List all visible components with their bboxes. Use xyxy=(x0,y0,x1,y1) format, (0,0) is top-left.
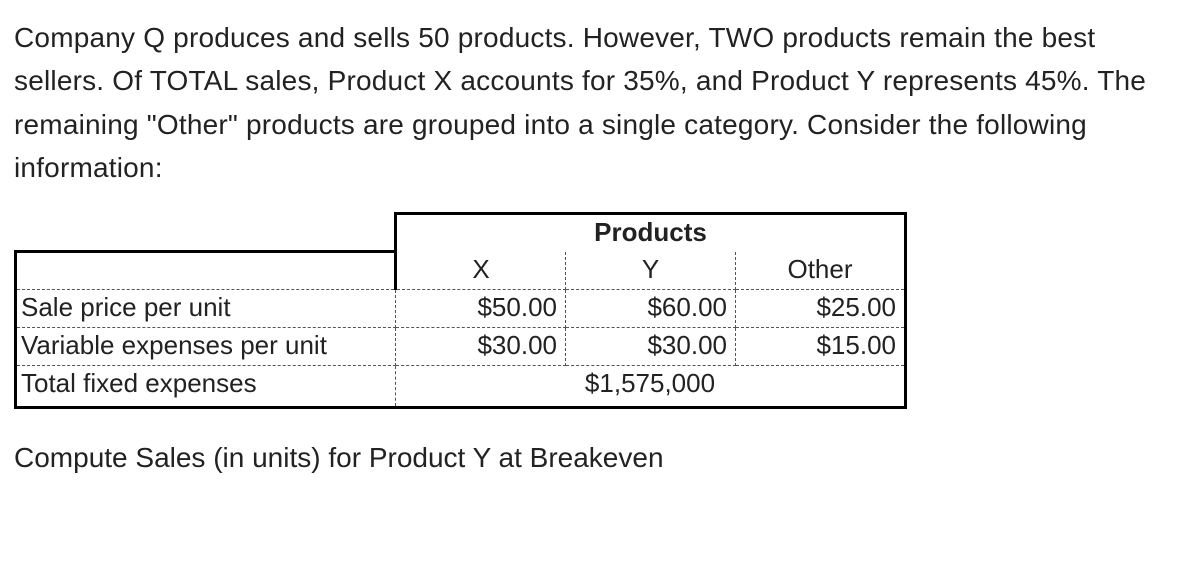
col-header-other: Other xyxy=(736,252,906,290)
cell-value: $25.00 xyxy=(736,289,906,327)
row-label: Variable expenses per unit xyxy=(16,328,396,366)
cell-value: $50.00 xyxy=(396,289,566,327)
question-text: Compute Sales (in units) for Product Y a… xyxy=(14,437,1170,479)
spacer-cell xyxy=(16,252,396,290)
cell-value: $30.00 xyxy=(396,328,566,366)
cell-value: $15.00 xyxy=(736,328,906,366)
total-fixed-label: Total fixed expenses xyxy=(16,366,396,407)
row-label: Sale price per unit xyxy=(16,289,396,327)
spacer-cell xyxy=(16,213,396,252)
problem-intro: Company Q produces and sells 50 products… xyxy=(14,16,1170,190)
products-header: Products xyxy=(396,213,906,252)
cell-value: $60.00 xyxy=(566,289,736,327)
data-table: Products X Y Other Sale price per unit $… xyxy=(14,212,1170,409)
total-fixed-value: $1,575,000 xyxy=(396,366,906,407)
col-header-y: Y xyxy=(566,252,736,290)
cell-value: $30.00 xyxy=(566,328,736,366)
col-header-x: X xyxy=(396,252,566,290)
